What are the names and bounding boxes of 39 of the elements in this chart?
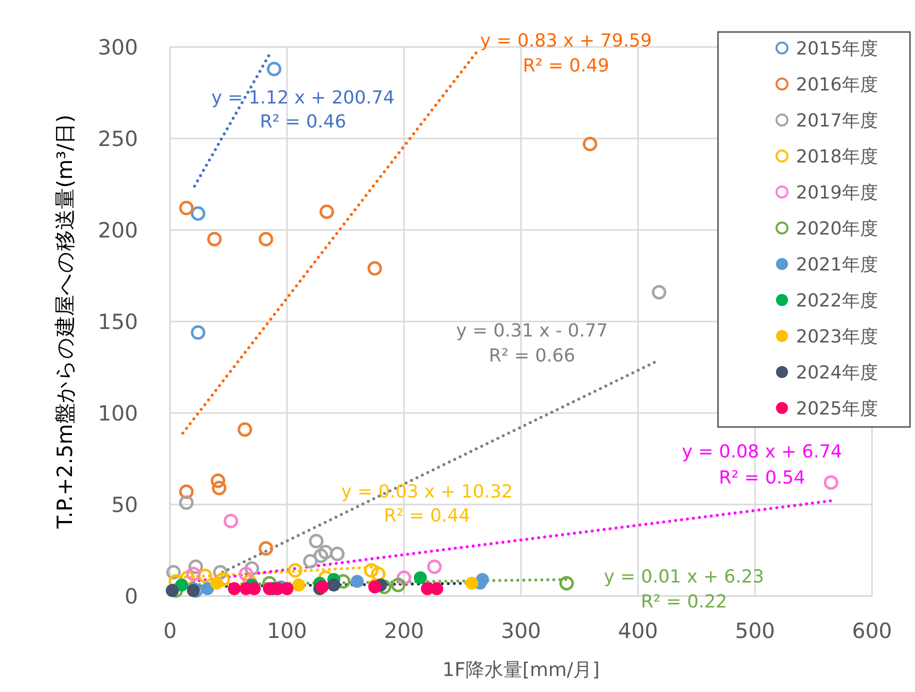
x-axis-title: 1F降水量[mm/月] [442,659,600,681]
x-tick-label: 200 [384,619,424,643]
y-tick-label: 0 [124,584,138,608]
annotation: R² = 0.46 [260,111,346,132]
y-tick-label: 250 [98,126,138,151]
legend-label: 2018年度 [796,146,878,168]
annotation: R² = 0.54 [718,467,806,488]
x-tick-label: 500 [734,619,776,643]
legend-label: 2024年度 [796,362,878,384]
x-tick-label: 0 [163,619,177,643]
annotation: R² = 0.66 [488,345,576,366]
annotation: y = 0.01 x + 6.23 [604,566,764,588]
x-tick-label: 600 [852,619,892,643]
y-axis-title: T.P.+2.5m盤からの建屋への移送量(m³/日) [53,114,77,530]
annotation: R² = 0.49 [522,55,610,76]
y-tick-label: 300 [98,35,138,60]
y-tick-label: 100 [98,401,138,426]
legend-label: 2017年度 [796,110,878,132]
x-tick-label: 100 [266,619,308,643]
legend-label: 2016年度 [796,74,878,96]
y-tick-label: 150 [98,310,138,334]
annotation: y = 0.03 x + 10.32 [341,481,513,502]
annotation: R² = 0.22 [640,591,728,612]
annotation: y = 1.12 x + 200.74 [211,87,395,108]
y-tick-label: 200 [98,218,138,242]
annotation: y = 0.08 x + 6.74 [682,441,842,462]
x-tick-label: 300 [500,619,542,643]
legend-label: 2019年度 [796,182,878,204]
annotation: y = 0.31 x - 0.77 [456,320,608,342]
legend-label: 2021年度 [796,254,878,276]
x-tick-label: 400 [618,619,658,643]
legend-label: 2015年度 [796,38,878,60]
legend-label: 2020年度 [796,218,878,240]
legend-label: 2025年度 [796,398,878,420]
annotation: R² = 0.44 [384,505,470,526]
legend-label: 2023年度 [796,326,878,348]
annotation: y = 0.83 x + 79.59 [480,30,652,52]
legend-label: 2022年度 [796,290,878,312]
y-tick-label: 50 [111,492,138,517]
